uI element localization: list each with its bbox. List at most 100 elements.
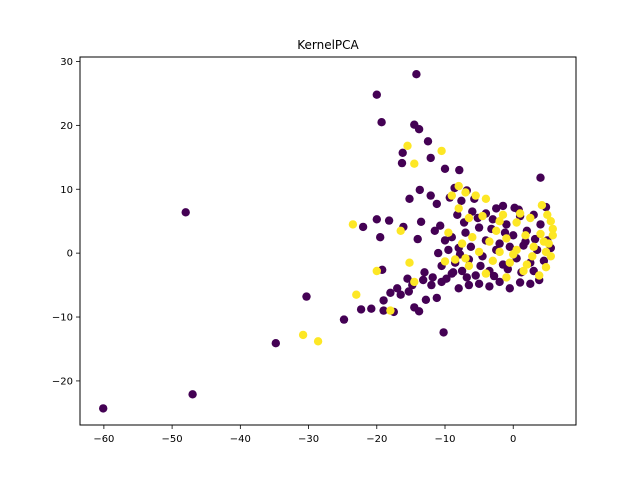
y-axis: −20 −10 0 10 20 30 <box>52 57 80 387</box>
scatter-point-class-0 <box>181 208 190 217</box>
scatter-point-class-0 <box>271 339 280 348</box>
scatter-point-class-1 <box>529 242 538 251</box>
y-tick-label: 0 <box>67 249 73 260</box>
scatter-point-class-0 <box>376 233 385 242</box>
scatter-point-class-0 <box>377 118 386 127</box>
scatter-point-class-0 <box>461 228 470 237</box>
scatter-point-class-0 <box>509 231 518 240</box>
scatter-point-class-0 <box>428 273 437 282</box>
x-tick-label: −40 <box>230 434 251 445</box>
scatter-point-class-1 <box>512 218 521 227</box>
scatter-point-class-0 <box>404 287 413 296</box>
scatter-point-class-1 <box>313 337 323 346</box>
scatter-point-class-1 <box>464 261 474 271</box>
x-tick-label: 0 <box>510 434 516 445</box>
scatter-point-class-0 <box>372 215 381 224</box>
x-tick-label: −20 <box>366 434 387 445</box>
scatter-point-class-0 <box>434 248 443 258</box>
scatter-point-class-1 <box>298 330 308 340</box>
scatter-point-class-0 <box>530 234 540 244</box>
scatter-point-class-0 <box>495 239 504 248</box>
scatter-point-class-1 <box>468 233 477 242</box>
scatter-point-class-0 <box>416 217 426 226</box>
scatter-point-class-1 <box>546 217 555 226</box>
scatter-point-class-1 <box>535 271 544 280</box>
x-tick-label: −10 <box>434 434 455 445</box>
scatter-point-class-0 <box>403 274 412 283</box>
scatter-point-class-0 <box>339 315 349 324</box>
x-tick-label: −30 <box>298 434 319 445</box>
scatter-point-class-0 <box>384 216 394 225</box>
scatter-point-class-0 <box>526 279 535 288</box>
scatter-point-class-1 <box>537 201 547 210</box>
scatter-point-class-1 <box>502 234 511 243</box>
scatter-point-class-0 <box>440 164 450 173</box>
scatter-point-class-0 <box>449 268 458 277</box>
scatter-point-class-0 <box>405 194 414 203</box>
scatter-point-class-0 <box>536 173 545 182</box>
scatter-point-class-0 <box>430 226 439 235</box>
scatter-point-class-1 <box>481 269 491 278</box>
scatter-point-class-0 <box>379 296 388 305</box>
scatter-point-class-0 <box>415 185 424 195</box>
scatter-point-class-0 <box>457 196 466 205</box>
scatter-point-class-1 <box>451 255 460 264</box>
scatter-point-class-1 <box>348 220 358 229</box>
scatter-point-class-1 <box>410 277 419 287</box>
scatter-point-class-0 <box>468 207 477 216</box>
scatter-point-class-1 <box>492 226 501 235</box>
y-tick-label: 20 <box>60 121 73 132</box>
scatter-point-class-0 <box>423 137 433 146</box>
scatter-point-class-1 <box>539 237 549 246</box>
scatter-point-class-0 <box>453 210 462 219</box>
scatter-point-class-0 <box>536 220 545 229</box>
scatter-point-class-1 <box>541 263 551 272</box>
scatter-point-class-0 <box>442 274 451 283</box>
scatter-point-class-1 <box>495 247 504 257</box>
scatter-point-class-1 <box>444 228 453 237</box>
scatter-point-class-0 <box>372 90 381 99</box>
scatter-point-class-0 <box>420 268 429 277</box>
scatter-point-class-1 <box>481 194 491 203</box>
scatter-point-class-0 <box>398 148 407 157</box>
scatter-point-class-0 <box>427 280 436 290</box>
scatter-point-class-1 <box>522 260 532 269</box>
scatter-point-class-0 <box>444 245 453 255</box>
plot-frame <box>79 56 577 426</box>
scatter-point-class-1 <box>521 231 530 240</box>
scatter-point-class-0 <box>436 221 445 230</box>
x-tick-label: −50 <box>162 434 183 445</box>
scatter-point-class-0 <box>464 280 474 290</box>
scatter-point-class-0 <box>419 275 428 285</box>
scatter-point-class-1 <box>457 239 467 248</box>
scatter-point-class-0 <box>505 284 514 293</box>
scatter-point-class-0 <box>367 304 376 313</box>
scatter-point-class-1 <box>509 250 518 259</box>
y-tick-label: −20 <box>52 376 73 387</box>
y-tick-label: 10 <box>60 185 73 196</box>
scatter-point-class-0 <box>492 204 501 213</box>
scatter-point-class-0 <box>426 153 435 163</box>
scatter-point-class-1 <box>526 213 535 223</box>
scatter-point-class-0 <box>397 158 407 168</box>
scatter-point-class-1 <box>386 306 395 315</box>
scatter-point-class-1 <box>405 258 414 267</box>
scatter-point-class-1 <box>447 191 456 200</box>
scatter-point-class-1 <box>464 213 474 223</box>
scatter-point-class-0 <box>188 390 197 399</box>
scatter-point-class-0 <box>356 305 366 314</box>
y-tick-label: 30 <box>60 57 73 68</box>
scatter-point-class-0 <box>476 261 485 271</box>
scatter-point-class-0 <box>432 293 441 303</box>
scatter-point-class-1 <box>536 229 545 239</box>
scatter-point-class-0 <box>489 271 499 281</box>
scatter-point-class-1 <box>548 224 557 234</box>
scatter-point-class-1 <box>505 258 514 267</box>
scatter-point-class-1 <box>528 252 537 261</box>
scatter-point-class-0 <box>413 234 422 244</box>
scatter-point-class-1 <box>495 217 504 226</box>
scatter-point-class-0 <box>474 279 484 288</box>
scatter-point-class-1 <box>541 247 551 257</box>
scatter-point-class-0 <box>414 125 424 134</box>
scatter-point-class-1 <box>488 256 497 265</box>
